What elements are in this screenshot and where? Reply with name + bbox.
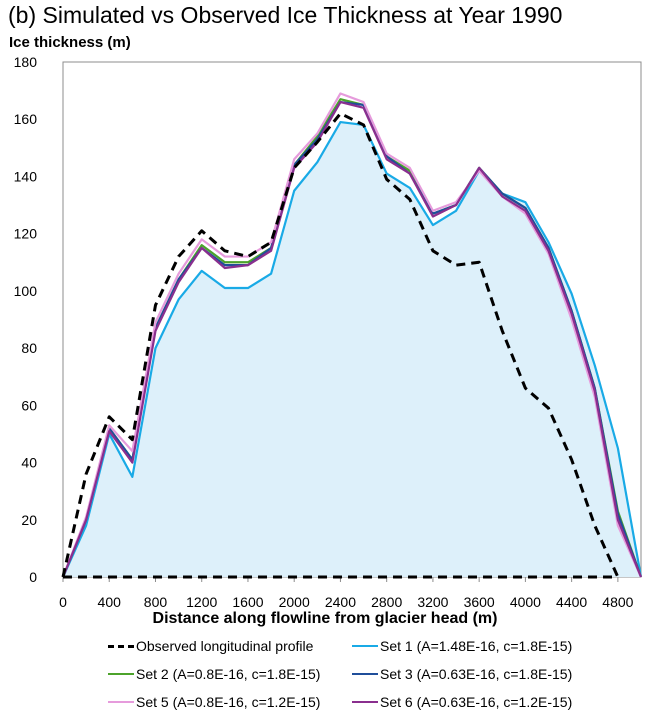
legend-swatch <box>108 673 134 675</box>
legend-item: Set 3 (A=0.63E-16, c=1.8E-15) <box>352 664 572 684</box>
y-tick-label: 0 <box>29 569 37 585</box>
x-tick-label: 4000 <box>510 594 541 610</box>
y-tick-label: 100 <box>14 283 38 299</box>
series-line-6 <box>61 100 643 578</box>
legend-label: Set 1 (A=1.48E-16, c=1.8E-15) <box>380 638 573 654</box>
legend-item: Set 1 (A=1.48E-16, c=1.8E-15) <box>352 636 572 656</box>
y-tick-label: 140 <box>14 168 38 184</box>
legend-item: Set 5 (A=0.8E-16, c=1.2E-15) <box>108 692 320 712</box>
legend-swatch <box>352 645 378 647</box>
series-line-4 <box>61 100 643 578</box>
x-axis-label: Distance along flowline from glacier hea… <box>152 610 498 627</box>
legend-swatch <box>352 673 378 675</box>
series-line-1 <box>61 112 620 578</box>
x-tick-label: 1600 <box>232 594 263 610</box>
x-tick-label: 400 <box>98 594 122 610</box>
y-tick-label: 180 <box>14 54 38 70</box>
x-tick-label: 3200 <box>417 594 448 610</box>
legend-label: Observed longitudinal profile <box>136 638 314 654</box>
y-tick-label: 80 <box>21 340 37 356</box>
x-tick-label: 2800 <box>371 594 402 610</box>
legend: Observed longitudinal profile Set 1 (A=1.… <box>0 636 650 716</box>
x-tick-label: 800 <box>144 594 168 610</box>
x-tick-label: 0 <box>59 594 67 610</box>
legend-swatch <box>108 701 134 703</box>
series-line-2 <box>61 120 643 578</box>
chart-title: (b) Simulated vs Observed Ice Thickness … <box>8 2 563 28</box>
x-tick-label: 1200 <box>186 594 217 610</box>
plot-area: 0 20 40 60 80 100 120 140 160 180 0 400 800 1200 1600 2… <box>14 54 643 610</box>
legend-swatch <box>108 644 134 648</box>
legend-label: Set 2 (A=0.8E-16, c=1.8E-15) <box>136 666 321 682</box>
series-line-5 <box>61 92 643 578</box>
legend-label: Set 6 (A=0.63E-16, c=1.2E-15) <box>380 694 573 710</box>
legend-label: Set 5 (A=0.8E-16, c=1.2E-15) <box>136 694 321 710</box>
x-tick-label: 4800 <box>602 594 633 610</box>
legend-item: Observed longitudinal profile <box>108 636 313 656</box>
series-area-fill <box>63 122 641 577</box>
x-tick-label: 4400 <box>556 594 587 610</box>
x-tick-label: 2400 <box>325 594 356 610</box>
y-tick-label: 60 <box>21 397 37 413</box>
y-tick-label: 40 <box>21 455 37 471</box>
y-axis-label: Ice thickness (m) <box>9 34 131 51</box>
legend-label: Set 3 (A=0.63E-16, c=1.8E-15) <box>380 666 573 682</box>
x-tick-label: 2000 <box>279 594 310 610</box>
legend-item: Set 6 (A=0.63E-16, c=1.2E-15) <box>352 692 572 712</box>
x-tick-label: 3600 <box>464 594 495 610</box>
legend-swatch <box>352 701 378 703</box>
y-tick-label: 160 <box>14 111 38 127</box>
legend-item: Set 2 (A=0.8E-16, c=1.8E-15) <box>108 664 320 684</box>
y-tick-label: 20 <box>21 512 37 528</box>
y-tick-label: 120 <box>14 226 38 242</box>
